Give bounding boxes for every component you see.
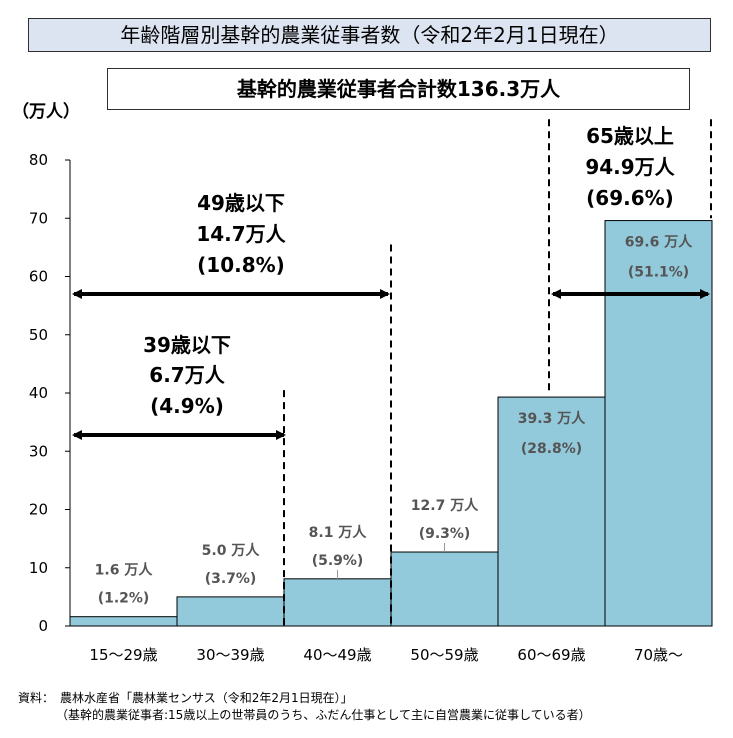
bar-value-label: 12.7 万人: [411, 497, 479, 514]
definition-note: （基幹的農業従事者:15歳以上の世帯員のうち、ふだん仕事として主に自営農業に従事…: [56, 708, 591, 722]
bar-percent-label: (3.7%): [205, 571, 257, 587]
bar: [283, 578, 392, 627]
x-category-label: 15～29歳: [89, 646, 157, 664]
range-annotation-text: 39歳以下: [143, 333, 231, 357]
y-tick-label: 70: [29, 209, 48, 227]
range-annotation-text: 94.9万人: [585, 155, 675, 179]
range-annotation-text: (4.9%): [150, 394, 224, 418]
range-annotation-text: 65歳以上: [586, 124, 674, 148]
y-tick-label: 40: [29, 384, 48, 402]
bar-percent-label: (51.1%): [628, 265, 689, 281]
y-tick-label: 0: [38, 617, 48, 635]
bar: [604, 220, 713, 627]
y-tick-label: 50: [29, 326, 48, 344]
bar-value-label: 39.3 万人: [518, 410, 586, 427]
y-tick-label: 10: [29, 559, 48, 577]
bar-value-label: 8.1 万人: [309, 524, 368, 541]
bar: [497, 396, 606, 627]
bar: [69, 616, 178, 627]
range-annotation-text: 6.7万人: [149, 363, 225, 387]
x-category-label: 40～49歳: [303, 646, 371, 664]
bar-value-label: 69.6 万人: [625, 234, 693, 251]
bar-value-label: 1.6 万人: [95, 562, 154, 579]
y-axis-label: （万人）: [12, 101, 80, 122]
bar-value-label: 5.0 万人: [202, 542, 261, 559]
range-annotation-text: (69.6%): [586, 186, 674, 210]
bar-percent-label: (28.8%): [521, 441, 582, 457]
bar: [390, 551, 499, 627]
y-tick-label: 80: [29, 151, 48, 169]
chart-title: 年齢階層別基幹的農業従事者数（令和2年2月1日現在）: [28, 18, 711, 52]
range-annotation-text: 14.7万人: [196, 222, 286, 246]
x-category-label: 50～59歳: [410, 646, 478, 664]
x-category-label: 30～39歳: [196, 646, 264, 664]
total-count-box: 基幹的農業従事者合計数136.3万人: [107, 68, 690, 110]
bar-percent-label: (5.9%): [312, 553, 364, 569]
range-annotation-text: (10.8%): [197, 253, 285, 277]
range-annotation-text: 49歳以下: [197, 191, 285, 215]
bar-percent-label: (1.2%): [98, 591, 150, 607]
y-tick-label: 30: [29, 442, 48, 460]
x-category-label: 60～69歳: [517, 646, 585, 664]
y-tick-label: 20: [29, 501, 48, 519]
x-category-label: 70歳～: [634, 646, 683, 664]
y-tick-label: 60: [29, 268, 48, 286]
source-note: 資料： 農林水産省「農林業センサス（令和2年2月1日現在）」: [18, 691, 353, 705]
bar: [176, 596, 285, 627]
bar-percent-label: (9.3%): [419, 526, 471, 542]
